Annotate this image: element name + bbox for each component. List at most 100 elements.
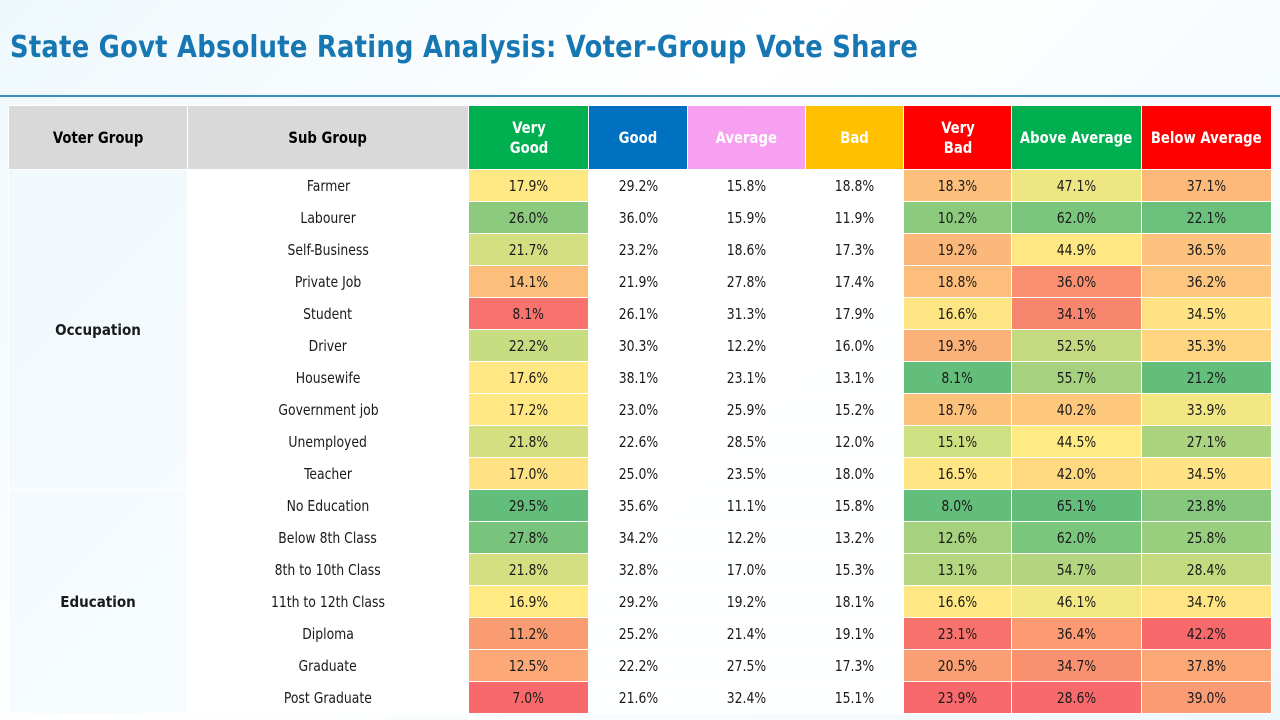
value-cell-above-average: 42.0% <box>1011 457 1142 490</box>
value-cell-good: 22.6% <box>588 425 688 458</box>
value-text: 62.0% <box>1056 528 1097 547</box>
value-text: 36.4% <box>1056 624 1097 643</box>
value-cell-very-bad: 16.6% <box>903 297 1012 330</box>
value-cell-very-bad: 16.5% <box>903 457 1012 490</box>
value-text: 62.0% <box>1056 208 1097 227</box>
value-cell-good: 25.2% <box>588 617 688 650</box>
voter-group-cell: Education <box>8 489 188 714</box>
header-label: Below Average <box>1151 127 1262 147</box>
table-body: Occupation Farmer 17.9% 29.2% 15.8% 18.8% 18.3… <box>8 169 1272 714</box>
value-cell-very-good: 17.0% <box>468 457 589 490</box>
table-row: Driver 22.2% 30.3% 12.2% 16.0% 19.3% 52.5% 35.3… <box>9 329 1272 362</box>
header-sub-group: Sub Group <box>187 105 469 170</box>
value-text: 21.8% <box>508 560 549 579</box>
value-text: 15.1% <box>834 688 875 707</box>
value-cell-good: 21.9% <box>588 265 688 298</box>
value-cell-bad: 17.3% <box>805 649 904 682</box>
value-cell-above-average: 55.7% <box>1011 361 1142 394</box>
value-text: 18.1% <box>834 592 875 611</box>
sub-group-cell: Below 8th Class <box>187 521 469 554</box>
rating-table: Voter Group Sub Group Very Good Good Average… <box>8 105 1272 714</box>
table-row: Diploma 11.2% 25.2% 21.4% 19.1% 23.1% 36.4% 42.… <box>9 617 1272 650</box>
sub-group-cell: Student <box>187 297 469 330</box>
table-row: Graduate 12.5% 22.2% 27.5% 17.3% 20.5% 34.7% 37… <box>9 649 1272 682</box>
value-cell-average: 28.5% <box>687 425 806 458</box>
sub-group-cell: Post Graduate <box>187 681 469 714</box>
sub-group-label: 11th to 12th Class <box>270 592 386 611</box>
table-row: 11th to 12th Class 16.9% 29.2% 19.2% 18.1% 16… <box>9 585 1272 618</box>
value-text: 7.0% <box>512 688 545 707</box>
value-cell-above-average: 28.6% <box>1011 681 1142 714</box>
value-cell-above-average: 52.5% <box>1011 329 1142 362</box>
sub-group-label: 8th to 10th Class <box>274 560 382 579</box>
header-good: Good <box>588 105 688 170</box>
sub-group-cell: No Education <box>187 489 469 522</box>
sub-group-cell: 11th to 12th Class <box>187 585 469 618</box>
value-text: 16.6% <box>937 304 978 323</box>
value-cell-below-average: 35.3% <box>1141 329 1272 362</box>
value-text: 39.0% <box>1186 688 1227 707</box>
sub-group-label: Driver <box>308 336 348 355</box>
sub-group-label: Farmer <box>306 176 350 195</box>
value-cell-above-average: 44.9% <box>1011 233 1142 266</box>
value-text: 12.2% <box>726 528 767 547</box>
value-text: 23.2% <box>618 240 658 259</box>
value-cell-bad: 17.3% <box>805 233 904 266</box>
sub-group-cell: 8th to 10th Class <box>187 553 469 586</box>
value-text: 26.0% <box>508 208 549 227</box>
title-divider <box>0 95 1280 97</box>
value-text: 11.2% <box>508 624 549 643</box>
sub-group-label: No Education <box>286 496 370 515</box>
sub-group-cell: Graduate <box>187 649 469 682</box>
value-text: 54.7% <box>1056 560 1097 579</box>
value-cell-bad: 13.2% <box>805 521 904 554</box>
value-text: 19.2% <box>937 240 978 259</box>
value-text: 20.5% <box>937 656 978 675</box>
value-text: 12.5% <box>508 656 549 675</box>
value-cell-above-average: 65.1% <box>1011 489 1142 522</box>
value-cell-average: 31.3% <box>687 297 806 330</box>
value-cell-very-good: 26.0% <box>468 201 589 234</box>
value-text: 16.0% <box>834 336 875 355</box>
value-text: 11.1% <box>726 496 767 515</box>
value-text: 19.2% <box>726 592 767 611</box>
table-row: Self-Business 21.7% 23.2% 18.6% 17.3% 19.2% 44… <box>9 233 1272 266</box>
value-text: 17.3% <box>834 656 875 675</box>
value-cell-good: 38.1% <box>588 361 688 394</box>
value-text: 32.4% <box>726 688 767 707</box>
sub-group-cell: Private Job <box>187 265 469 298</box>
sub-group-label: Housewife <box>295 368 361 387</box>
value-text: 12.2% <box>726 336 767 355</box>
value-text: 15.3% <box>834 560 875 579</box>
value-text: 36.0% <box>1056 272 1097 291</box>
sub-group-cell: Teacher <box>187 457 469 490</box>
value-cell-bad: 17.9% <box>805 297 904 330</box>
value-text: 29.2% <box>618 592 658 611</box>
value-cell-bad: 15.1% <box>805 681 904 714</box>
value-cell-average: 32.4% <box>687 681 806 714</box>
value-cell-average: 12.2% <box>687 521 806 554</box>
value-cell-very-good: 11.2% <box>468 617 589 650</box>
value-cell-very-good: 17.6% <box>468 361 589 394</box>
sub-group-label: Graduate <box>298 656 358 675</box>
value-cell-good: 23.2% <box>588 233 688 266</box>
value-cell-below-average: 23.8% <box>1141 489 1272 522</box>
value-text: 32.8% <box>618 560 658 579</box>
value-text: 34.1% <box>1056 304 1097 323</box>
table-row: Private Job 14.1% 21.9% 27.8% 17.4% 18.8% 36.0… <box>9 265 1272 298</box>
value-text: 34.7% <box>1056 656 1097 675</box>
value-text: 18.8% <box>834 176 875 195</box>
page-title: State Govt Absolute Rating Analysis: Vot… <box>10 30 919 65</box>
value-text: 18.6% <box>726 240 767 259</box>
value-text: 42.2% <box>1186 624 1227 643</box>
value-cell-very-bad: 23.1% <box>903 617 1012 650</box>
value-cell-very-good: 21.7% <box>468 233 589 266</box>
value-text: 35.6% <box>618 496 658 515</box>
sub-group-label: Labourer <box>300 208 356 227</box>
value-cell-average: 15.9% <box>687 201 806 234</box>
table-row: Occupation Farmer 17.9% 29.2% 15.8% 18.8% 18.3… <box>8 169 1272 490</box>
table-header: Voter Group Sub Group Very Good Good Average… <box>8 105 1272 170</box>
value-cell-bad: 18.8% <box>805 169 904 202</box>
value-cell-average: 18.6% <box>687 233 806 266</box>
value-text: 17.9% <box>834 304 875 323</box>
